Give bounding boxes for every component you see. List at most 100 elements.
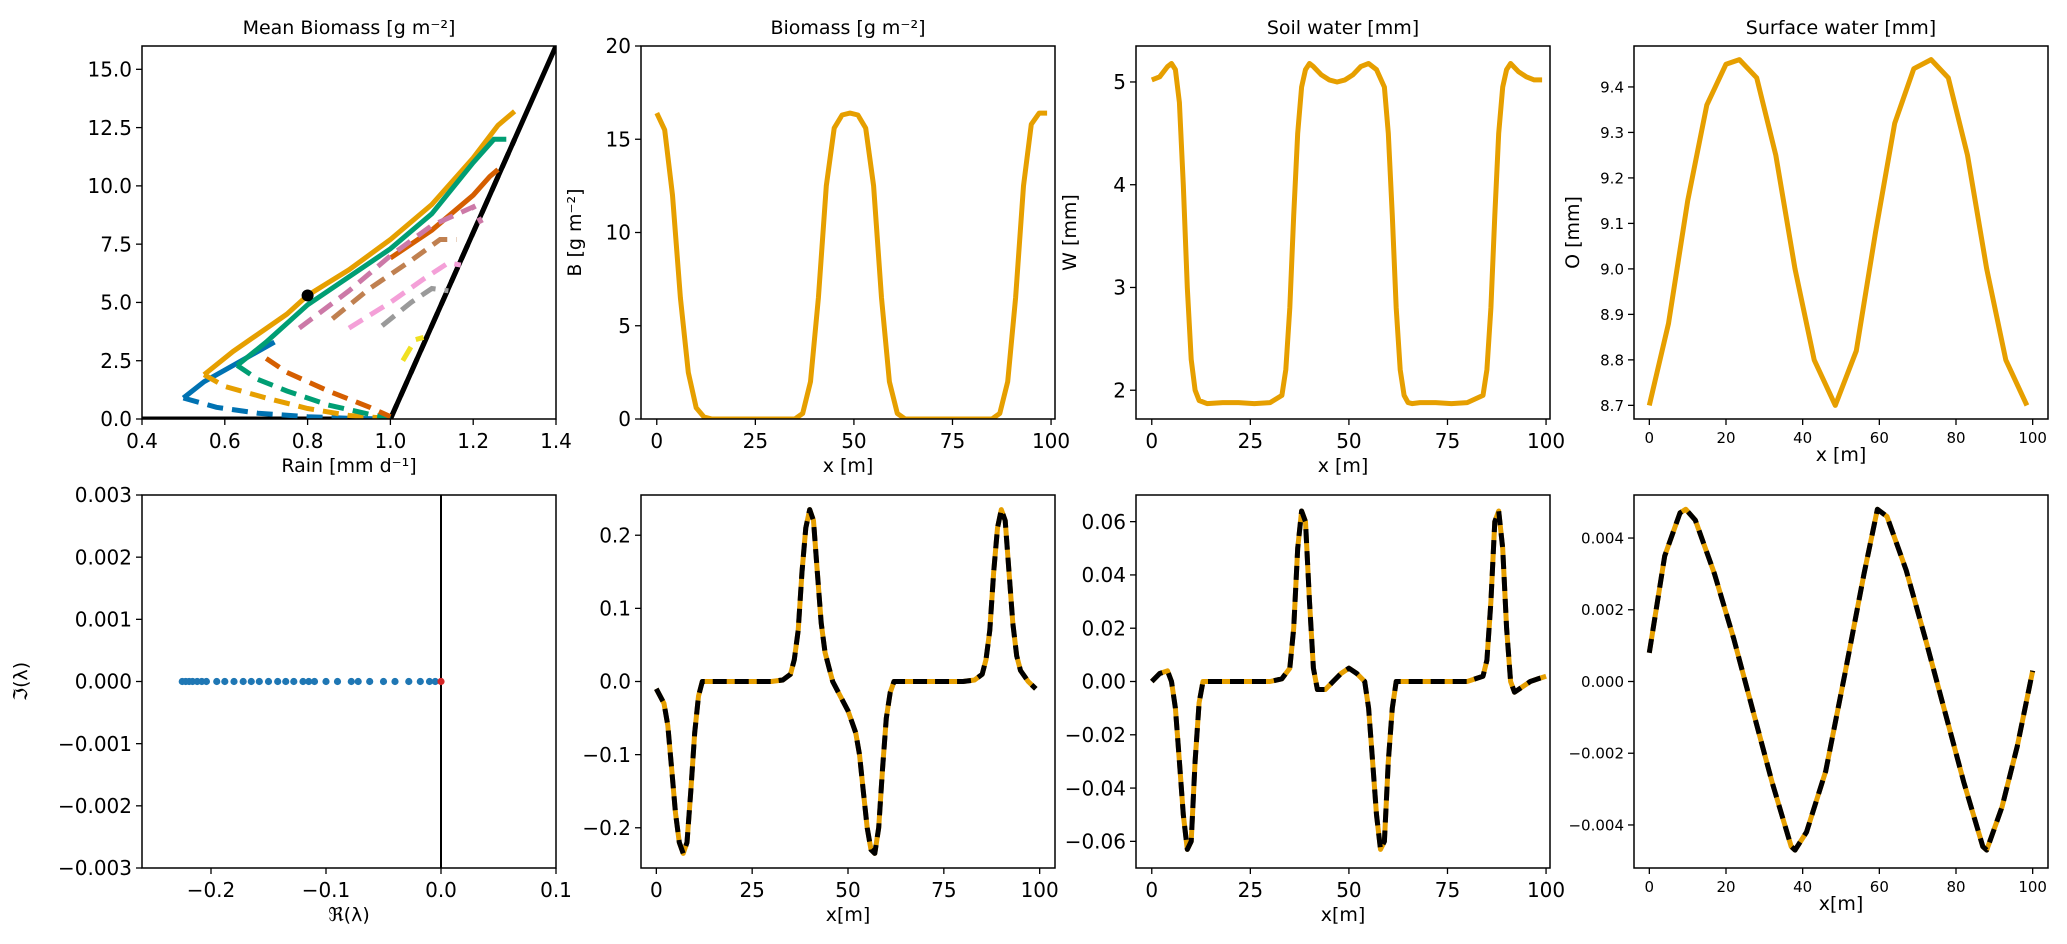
y-tick-label: 0.2 xyxy=(599,523,631,547)
plot-area xyxy=(1649,60,2027,406)
chart-title: Biomass [g m⁻²] xyxy=(770,17,925,39)
x-tick-label: 0 xyxy=(1145,878,1158,902)
x-tick-label: 75 xyxy=(1435,878,1460,902)
x-tick-label: 100 xyxy=(1032,429,1070,453)
chart-title: Surface water [mm] xyxy=(1746,17,1936,39)
eigenvalue-point xyxy=(311,678,318,685)
chart-panel-3: Soil water [mm] x [m] W [mm] 0 25 50 75 100 2 3 4 5 xyxy=(1059,17,1565,477)
chart-panel-4: Surface water [mm] x [m] O [mm] 0 20 40 60 80 10… xyxy=(1562,17,2048,466)
x-tick-label: 0 xyxy=(1645,429,1655,447)
eigenvalue-point xyxy=(322,678,329,685)
y-tick-label: 9.4 xyxy=(1600,78,1624,96)
eigenvalue-point xyxy=(230,678,237,685)
x-tick-label: 1.2 xyxy=(457,429,489,453)
y-tick-label: 15.0 xyxy=(87,58,132,82)
axes-frame xyxy=(641,46,1055,419)
y-tick-label: 0.002 xyxy=(1581,601,1624,619)
y-tick-label: 2.5 xyxy=(100,349,132,373)
axes-frame xyxy=(142,46,556,419)
y-tick-label: 9.0 xyxy=(1600,260,1624,278)
series-eigenvector-O-overlay xyxy=(1649,509,2032,850)
y-tick-label: 7.5 xyxy=(100,232,132,256)
critical-eigenvalue-point xyxy=(437,678,444,685)
x-tick-label: 1.0 xyxy=(374,429,406,453)
y-tick-label: −0.002 xyxy=(58,794,132,818)
y-tick-label: 0 xyxy=(618,407,631,431)
eigenvalue-point xyxy=(240,678,247,685)
y-tick-label: 0.001 xyxy=(75,608,132,632)
y-tick-label: −0.004 xyxy=(1568,816,1624,834)
series-W xyxy=(1152,64,1542,404)
x-tick-label: 40 xyxy=(1793,429,1812,447)
y-axis-label: O [mm] xyxy=(1562,196,1584,269)
series-O xyxy=(1649,60,2027,406)
x-tick-label: 80 xyxy=(1946,878,1965,896)
x-axis-label: x [m] xyxy=(1816,444,1867,466)
x-axis-label: x[m] xyxy=(1321,904,1366,926)
selected-point-marker xyxy=(302,289,314,301)
y-tick-label: 3 xyxy=(1113,276,1126,300)
eigenvalue-point xyxy=(213,678,220,685)
y-tick-label: 0.0 xyxy=(599,670,631,694)
x-axis-label: ℜ(λ) xyxy=(328,904,370,926)
y-tick-label: −0.02 xyxy=(1065,723,1126,747)
x-tick-label: −0.1 xyxy=(302,878,351,902)
plot-area xyxy=(1152,64,1542,404)
x-tick-label: 25 xyxy=(743,429,768,453)
eigenvalue-point xyxy=(274,678,281,685)
chart-panel-7: x[m]0 25 50 75 100−0.06−0.04−0.020.000.020.0… xyxy=(1065,495,1565,926)
y-tick-label: 12.5 xyxy=(87,116,132,140)
eigenvalue-point xyxy=(405,678,412,685)
eigenvalue-point xyxy=(203,678,210,685)
x-tick-label: 50 xyxy=(835,878,860,902)
x-tick-label: 20 xyxy=(1716,429,1735,447)
eigenvalue-point xyxy=(256,678,263,685)
x-axis-label: x [m] xyxy=(823,455,874,477)
x-tick-label: 50 xyxy=(841,429,866,453)
x-tick-label: 1.4 xyxy=(540,429,572,453)
x-tick-label: 60 xyxy=(1870,878,1889,896)
x-tick-label: 25 xyxy=(739,878,764,902)
chart-panel-8: x[m]0 20 40 60 80 100−0.004−0.0020.0000.0020.… xyxy=(1568,495,2048,915)
plot-area xyxy=(656,510,1036,854)
axes-frame xyxy=(1136,495,1550,868)
y-tick-label: 8.7 xyxy=(1600,397,1624,415)
y-tick-label: −0.1 xyxy=(582,743,631,767)
series-uniform-stable xyxy=(142,46,556,419)
chart-panel-2: Biomass [g m⁻²]x [m]B [g m⁻²]0 25 50 75 1000… xyxy=(564,17,1070,477)
x-axis-label: x[m] xyxy=(826,904,871,926)
eigenvalue-point xyxy=(248,678,255,685)
y-axis-label: B [g m⁻²] xyxy=(564,188,586,276)
x-tick-label: 0.4 xyxy=(126,429,158,453)
y-tick-label: 5 xyxy=(618,314,631,338)
y-tick-label: 9.1 xyxy=(1600,215,1624,233)
x-tick-label: 75 xyxy=(1435,429,1460,453)
x-tick-label: 0 xyxy=(650,878,663,902)
x-axis-label: x [m] xyxy=(1318,455,1369,477)
x-tick-label: 100 xyxy=(2018,429,2047,447)
x-tick-label: 0 xyxy=(1145,429,1158,453)
x-tick-label: 40 xyxy=(1793,878,1812,896)
eigenvalue-point xyxy=(380,678,387,685)
y-tick-label: −0.003 xyxy=(58,856,132,880)
y-tick-label: −0.06 xyxy=(1065,830,1126,854)
y-tick-label: −0.002 xyxy=(1568,745,1624,763)
x-tick-label: 0.6 xyxy=(209,429,241,453)
plot-area xyxy=(1649,509,2032,850)
eigenvalue-point xyxy=(366,678,373,685)
x-tick-label: 0 xyxy=(1645,878,1655,896)
plot-area xyxy=(1152,511,1546,849)
x-tick-label: 75 xyxy=(931,878,956,902)
x-tick-label: 75 xyxy=(940,429,965,453)
x-tick-label: 25 xyxy=(1238,878,1263,902)
chart-title: Soil water [mm] xyxy=(1267,17,1419,39)
x-tick-label: 100 xyxy=(1021,878,1059,902)
y-tick-label: 0.06 xyxy=(1081,510,1126,534)
y-tick-label: 8.9 xyxy=(1600,306,1624,324)
chart-title: Mean Biomass [g m⁻²] xyxy=(243,17,456,39)
y-tick-label: 5 xyxy=(1113,70,1126,94)
y-tick-label: 0.1 xyxy=(599,597,631,621)
y-tick-label: 0.04 xyxy=(1081,563,1126,587)
eigenvalue-point xyxy=(391,678,398,685)
series-branch-5-unstable xyxy=(299,207,481,328)
